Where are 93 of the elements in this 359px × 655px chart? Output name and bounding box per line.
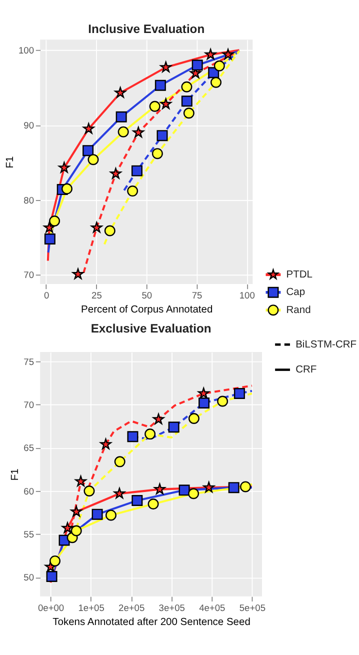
point — [88, 154, 99, 166]
point — [46, 571, 58, 582]
point — [198, 388, 210, 398]
point — [152, 413, 164, 424]
point — [188, 413, 200, 424]
point — [210, 76, 222, 88]
point — [214, 60, 225, 72]
point — [58, 162, 70, 173]
point — [156, 130, 168, 142]
point — [144, 428, 156, 440]
point — [62, 522, 74, 534]
point — [116, 111, 127, 122]
point — [114, 86, 126, 98]
chart-title: Exclusive Evaluation — [90, 321, 212, 336]
point — [84, 486, 95, 497]
point — [183, 108, 194, 119]
point — [148, 498, 159, 510]
x-tick-label: 100 — [239, 290, 255, 300]
point — [90, 222, 102, 233]
point — [204, 48, 216, 60]
y-tick-label: 65 — [24, 443, 34, 454]
x-axis-title: Tokens Annotated after 200 Sentence Seed — [52, 616, 251, 628]
point — [188, 488, 200, 500]
point — [192, 60, 203, 71]
point — [228, 482, 240, 494]
point — [217, 396, 228, 407]
point — [132, 126, 144, 138]
x-tick-label: 1e+05 — [78, 602, 104, 613]
point — [234, 388, 245, 399]
point — [114, 456, 126, 468]
y-tick-label: 60 — [24, 486, 34, 496]
point — [198, 397, 210, 408]
point — [149, 100, 160, 112]
point — [127, 431, 138, 442]
point — [104, 225, 116, 236]
y-tick-label: 50 — [24, 572, 34, 583]
point — [72, 268, 84, 280]
point — [114, 488, 126, 499]
x-axis-title: Percent of Corpus Annotated — [81, 304, 213, 316]
y-tick-label: 80 — [24, 195, 34, 206]
y-tick-label: 70 — [24, 270, 34, 280]
point — [50, 555, 60, 566]
y-tick-label: 55 — [24, 529, 34, 540]
legend-label: PTDL — [286, 269, 313, 280]
point — [168, 422, 180, 433]
point — [131, 165, 142, 176]
point — [44, 234, 56, 244]
x-tick-label: 75 — [192, 290, 202, 300]
point — [75, 476, 86, 486]
point — [70, 506, 82, 517]
point — [127, 186, 138, 197]
x-tick-label: 5e+05 — [239, 602, 266, 613]
point — [132, 495, 143, 506]
point — [105, 510, 116, 521]
point — [100, 438, 112, 450]
point — [49, 216, 60, 227]
point — [181, 81, 192, 92]
x-tick-label: 2e+05 — [118, 602, 145, 613]
x-tick-label: 50 — [142, 290, 152, 300]
point — [222, 48, 234, 60]
y-axis-title: F1 — [4, 156, 16, 168]
point — [181, 96, 192, 107]
y-tick-label: 75 — [24, 356, 34, 367]
chart-title: Inclusive Evaluation — [88, 22, 205, 36]
point — [44, 222, 55, 233]
point — [152, 148, 163, 160]
point — [82, 145, 94, 156]
x-tick-label: 0e+00 — [38, 602, 64, 613]
point — [240, 481, 252, 492]
point — [82, 122, 94, 134]
x-tick-label: 25 — [92, 290, 102, 300]
y-axis-title: F1 — [10, 468, 22, 481]
legend-label: Rand — [286, 304, 312, 316]
point — [154, 483, 166, 494]
point — [110, 168, 122, 179]
y-tick-label: 90 — [24, 120, 34, 130]
point — [154, 80, 166, 91]
legend-label: Cap — [286, 287, 306, 298]
point — [203, 482, 215, 492]
x-tick-label: 3e+05 — [158, 602, 185, 613]
x-tick-label: 4e+05 — [199, 602, 226, 613]
y-tick-label: 70 — [24, 400, 34, 410]
point — [178, 484, 190, 496]
y-tick-label: 100 — [18, 45, 34, 56]
x-tick-label: 0 — [44, 290, 50, 300]
point — [61, 183, 72, 194]
point — [70, 525, 82, 536]
point — [160, 98, 172, 110]
text: BiLSTM-CRF — [296, 339, 357, 350]
text: CRF — [296, 364, 317, 376]
point — [92, 508, 103, 520]
point — [118, 126, 129, 138]
point — [160, 61, 172, 72]
